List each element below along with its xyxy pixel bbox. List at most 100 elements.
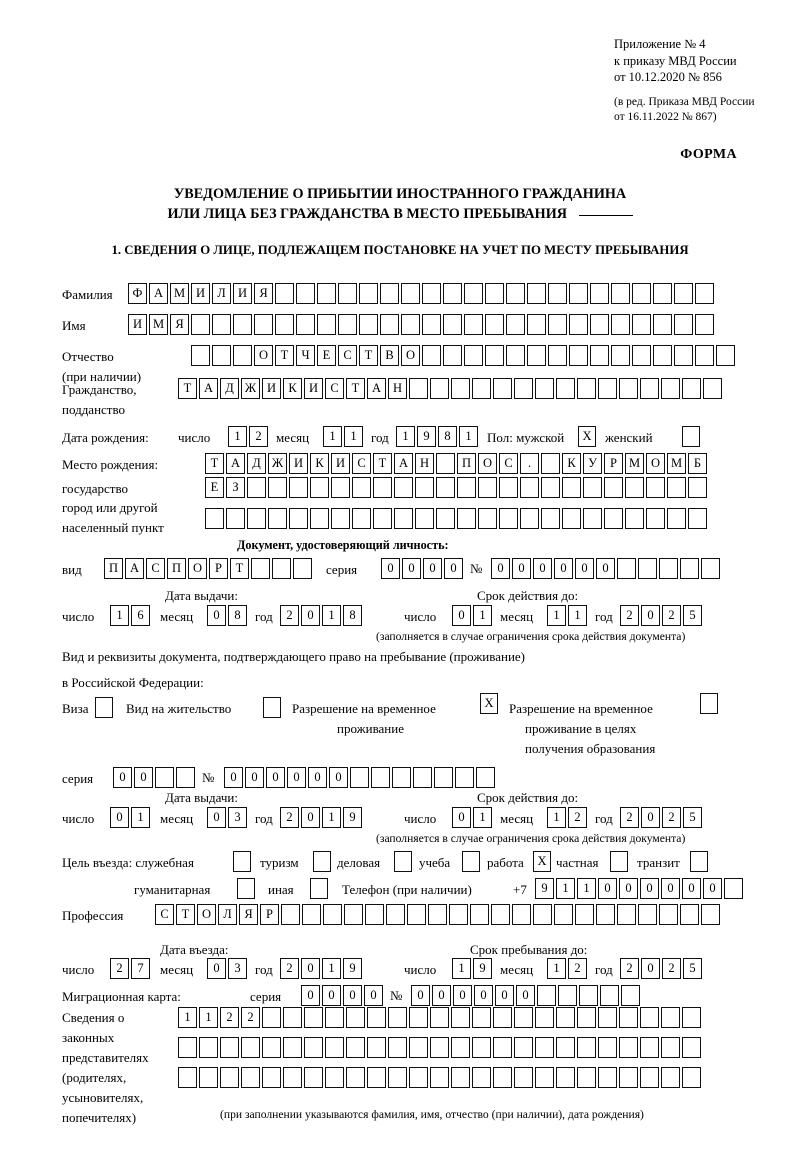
char-cell[interactable]: 5	[683, 807, 702, 828]
purpose-private-checkbox[interactable]	[610, 851, 628, 872]
char-cell[interactable]: М	[625, 453, 644, 474]
char-cell[interactable]: Д	[247, 453, 266, 474]
char-cell[interactable]	[457, 477, 476, 498]
purpose-work-checkbox[interactable]: X	[533, 851, 551, 872]
char-cell[interactable]: 0	[207, 605, 226, 626]
char-cell[interactable]	[556, 378, 575, 399]
char-cell[interactable]	[338, 314, 357, 335]
char-cell[interactable]	[661, 378, 680, 399]
char-cell[interactable]: 3	[228, 807, 247, 828]
char-cell[interactable]: 1	[459, 426, 478, 447]
char-cell[interactable]: А	[226, 453, 245, 474]
purpose-study-checkbox[interactable]	[462, 851, 480, 872]
char-cell[interactable]: Р	[209, 558, 228, 579]
char-cell[interactable]: 2	[568, 958, 587, 979]
legal-rep-line-2-boxes[interactable]	[178, 1037, 701, 1058]
char-cell[interactable]: Я	[170, 314, 189, 335]
temp-residence-checkbox[interactable]: X	[480, 693, 498, 714]
char-cell[interactable]	[212, 314, 231, 335]
char-cell[interactable]	[514, 1007, 533, 1028]
char-cell[interactable]: 2	[280, 958, 299, 979]
char-cell[interactable]: Л	[218, 904, 237, 925]
char-cell[interactable]	[688, 508, 707, 529]
char-cell[interactable]	[625, 508, 644, 529]
char-cell[interactable]	[367, 1007, 386, 1028]
char-cell[interactable]	[577, 1037, 596, 1058]
char-cell[interactable]	[268, 508, 287, 529]
char-cell[interactable]	[464, 283, 483, 304]
char-cell[interactable]	[325, 1067, 344, 1088]
char-cell[interactable]	[577, 1007, 596, 1028]
char-cell[interactable]	[443, 345, 462, 366]
char-cell[interactable]	[640, 1067, 659, 1088]
char-cell[interactable]	[590, 345, 609, 366]
char-cell[interactable]: Я	[254, 283, 273, 304]
char-cell[interactable]	[472, 1037, 491, 1058]
char-cell[interactable]: 0	[474, 985, 493, 1006]
char-cell[interactable]	[451, 378, 470, 399]
char-cell[interactable]	[493, 1037, 512, 1058]
char-cell[interactable]	[680, 558, 699, 579]
char-cell[interactable]	[457, 508, 476, 529]
char-cell[interactable]	[247, 477, 266, 498]
char-cell[interactable]	[359, 283, 378, 304]
char-cell[interactable]	[325, 1007, 344, 1028]
char-cell[interactable]	[409, 378, 428, 399]
char-cell[interactable]: И	[331, 453, 350, 474]
char-cell[interactable]	[373, 477, 392, 498]
char-cell[interactable]	[682, 1037, 701, 1058]
char-cell[interactable]	[350, 767, 369, 788]
char-cell[interactable]: 0	[266, 767, 285, 788]
char-cell[interactable]: 0	[554, 558, 573, 579]
char-cell[interactable]	[388, 1007, 407, 1028]
char-cell[interactable]: Т	[346, 378, 365, 399]
char-cell[interactable]	[562, 477, 581, 498]
char-cell[interactable]	[619, 1037, 638, 1058]
char-cell[interactable]	[275, 314, 294, 335]
char-cell[interactable]	[596, 904, 615, 925]
char-cell[interactable]	[674, 314, 693, 335]
char-cell[interactable]	[638, 904, 657, 925]
char-cell[interactable]: С	[499, 453, 518, 474]
char-cell[interactable]: 1	[568, 605, 587, 626]
char-cell[interactable]	[155, 767, 174, 788]
char-cell[interactable]	[472, 1067, 491, 1088]
char-cell[interactable]: 0	[110, 807, 129, 828]
char-cell[interactable]	[373, 508, 392, 529]
char-cell[interactable]: .	[520, 453, 539, 474]
char-cell[interactable]	[310, 477, 329, 498]
char-cell[interactable]: 0	[207, 958, 226, 979]
char-cell[interactable]	[659, 904, 678, 925]
char-cell[interactable]: 2	[241, 1007, 260, 1028]
char-cell[interactable]	[422, 345, 441, 366]
char-cell[interactable]	[653, 345, 672, 366]
char-cell[interactable]: И	[128, 314, 147, 335]
char-cell[interactable]	[359, 314, 378, 335]
char-cell[interactable]: 0	[598, 878, 617, 899]
temp-residence-edu-checkbox[interactable]	[700, 693, 718, 714]
char-cell[interactable]: 1	[396, 426, 415, 447]
char-cell[interactable]: 5	[683, 958, 702, 979]
char-cell[interactable]	[365, 904, 384, 925]
char-cell[interactable]	[199, 1067, 218, 1088]
char-cell[interactable]	[541, 477, 560, 498]
char-cell[interactable]	[619, 1007, 638, 1028]
char-cell[interactable]: С	[146, 558, 165, 579]
char-cell[interactable]	[485, 345, 504, 366]
char-cell[interactable]	[583, 477, 602, 498]
char-cell[interactable]	[455, 767, 474, 788]
char-cell[interactable]	[430, 1007, 449, 1028]
char-cell[interactable]	[281, 904, 300, 925]
char-cell[interactable]	[430, 1037, 449, 1058]
char-cell[interactable]	[478, 508, 497, 529]
